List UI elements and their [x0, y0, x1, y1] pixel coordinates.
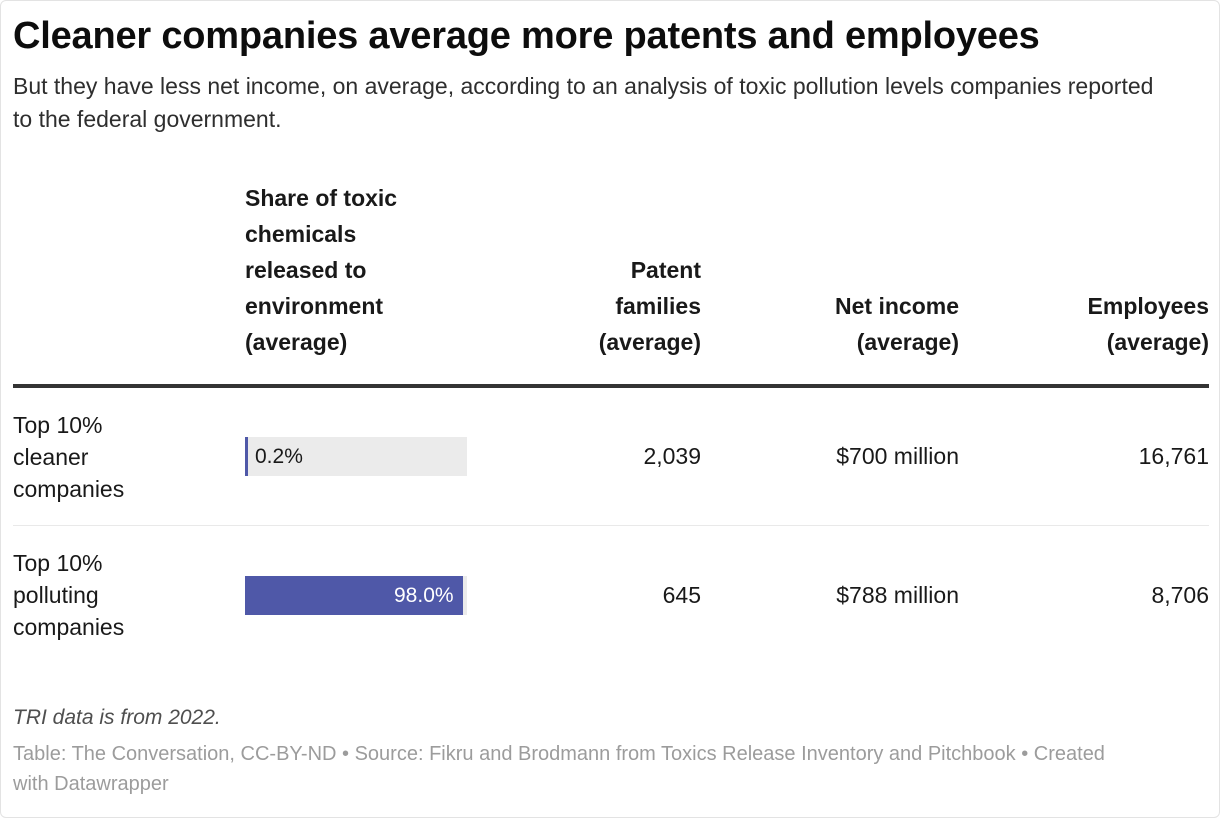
row-label-cleaner: Top 10% cleaner companies: [13, 411, 125, 502]
bar-fill-polluting: 98.0%: [245, 575, 463, 615]
attribution-line-1: Table: The Conversation, CC-BY-ND • Sour…: [13, 743, 1105, 765]
cell-patents-polluting: 645: [662, 581, 701, 608]
column-header-employees: Employees (average): [1087, 293, 1209, 355]
bar-track: 0.2%: [245, 437, 467, 476]
bar-fill-cleaner: [245, 437, 248, 476]
cell-patents-cleaner: 2,039: [643, 443, 701, 469]
attribution-line-2: with Datawrapper: [13, 773, 169, 795]
cell-net-income-cleaner: $700 million: [836, 443, 959, 469]
attribution: Table: The Conversation, CC-BY-ND • Sour…: [13, 739, 1207, 799]
table-header-row: Share of toxic chemicals released to env…: [13, 180, 1209, 388]
toxic-share-bar-cell-polluting: 98.0%: [245, 575, 467, 615]
data-table: Share of toxic chemicals released to env…: [13, 180, 1209, 664]
row-label-polluting: Top 10% polluting companies: [13, 550, 125, 640]
toxic-share-bar-cell-cleaner: 0.2%: [245, 437, 467, 476]
page-subtitle: But they have less net income, on averag…: [13, 73, 1154, 132]
column-header-patent-families: Patent families (average): [598, 257, 701, 355]
page-title: Cleaner companies average more patents a…: [13, 15, 1040, 57]
footnote: TRI data is from 2022.: [13, 706, 221, 729]
column-header-net-income: Net income (average): [835, 293, 959, 355]
column-header-toxic-share: Share of toxic chemicals released to env…: [245, 185, 398, 355]
bar-value-label-polluting: 98.0%: [394, 583, 454, 607]
cell-employees-cleaner: 16,761: [1138, 443, 1209, 469]
bar-value-label-cleaner: 0.2%: [255, 445, 303, 468]
bar-track: 98.0%: [245, 575, 467, 615]
cell-employees-polluting: 8,706: [1151, 581, 1209, 608]
table-row-cleaner-companies: Top 10% cleaner companies 0.2% 2,039 $70…: [13, 388, 1209, 526]
cell-net-income-polluting: $788 million: [836, 581, 959, 608]
table-row-polluting-companies: Top 10% polluting companies 98.0% 645 $7…: [13, 526, 1209, 664]
